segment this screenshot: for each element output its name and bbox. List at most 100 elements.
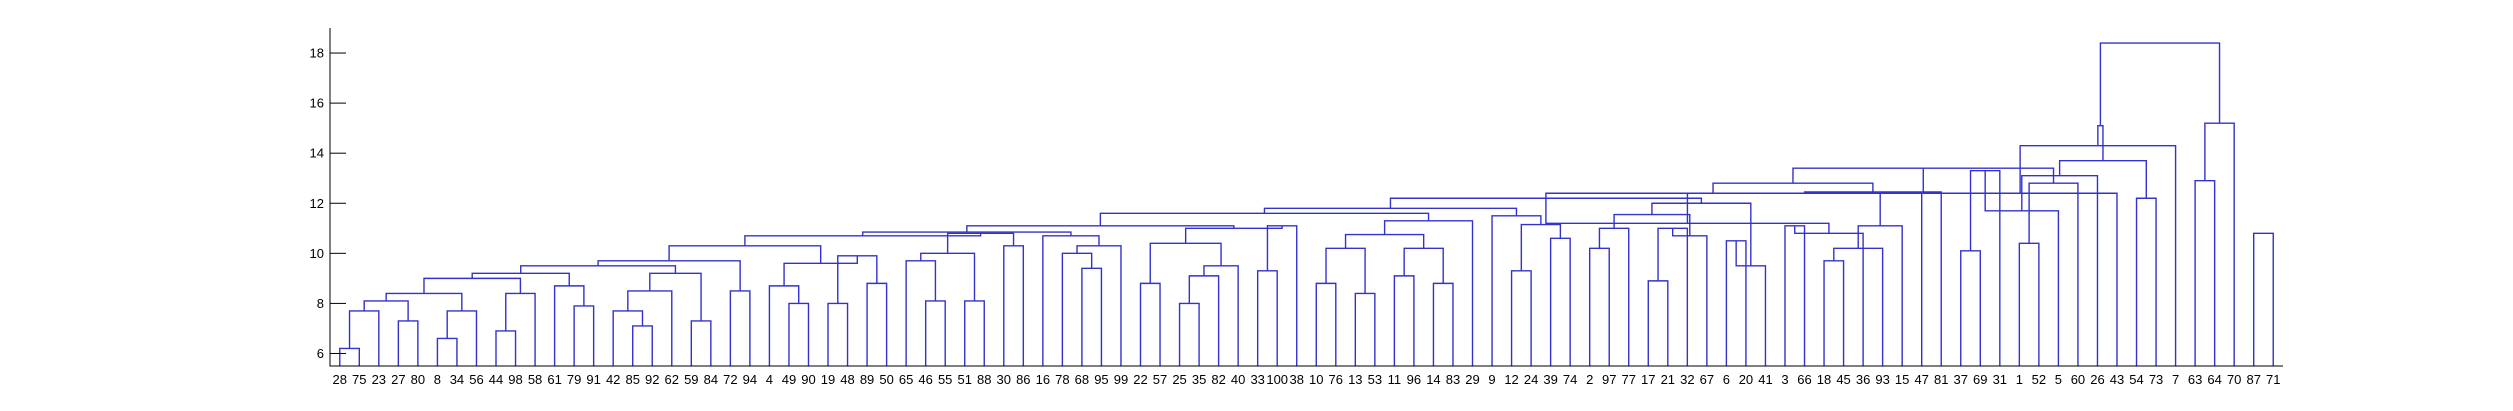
- leaf-label: 16: [1036, 372, 1050, 387]
- dendrogram-link: [1857, 225, 1903, 366]
- leaf-label: 78: [1055, 372, 1069, 387]
- leaf-label: 21: [1661, 372, 1675, 387]
- leaf-label: 48: [840, 372, 854, 387]
- leaf-label: 95: [1094, 372, 1108, 387]
- dendrogram-link: [2204, 122, 2235, 366]
- dendrogram-link: [1344, 233, 1425, 249]
- leaf-label: 58: [528, 372, 542, 387]
- leaf-label: 14: [1426, 372, 1440, 387]
- y-tick-label: 14: [310, 146, 324, 161]
- dendrogram-link: [1510, 270, 1532, 366]
- dendrogram-link: [1960, 250, 1981, 366]
- leaf-label: 20: [1739, 372, 1753, 387]
- dendrogram-link: [1081, 267, 1103, 366]
- y-tick-label: 10: [310, 246, 324, 261]
- dendrogram-link: [553, 285, 585, 366]
- dendrogram-link: [348, 310, 380, 366]
- dendrogram-link: [1613, 213, 1691, 236]
- dendrogram-link: [649, 272, 702, 321]
- dendrogram-link: [1588, 247, 1610, 366]
- leaf-label: 82: [1211, 372, 1225, 387]
- dendrogram-link: [1383, 220, 1474, 366]
- leaf-label: 68: [1075, 372, 1089, 387]
- dendrogram-link: [2097, 124, 2104, 161]
- leaf-label: 100: [1266, 372, 1288, 387]
- leaf-label: 49: [782, 372, 796, 387]
- leaf-label: 75: [352, 372, 366, 387]
- leaf-label: 31: [1993, 372, 2007, 387]
- leaf-label: 83: [1446, 372, 1460, 387]
- dendrogram-link: [1922, 168, 2118, 366]
- dendrogram-link: [1823, 260, 1845, 366]
- dendrogram-link: [495, 330, 517, 366]
- dendrogram-link: [729, 290, 751, 366]
- leaf-label: 6: [1723, 372, 1730, 387]
- leaf-label: 37: [1954, 372, 1968, 387]
- leaf-label: 40: [1231, 372, 1245, 387]
- y-tick-label: 8: [317, 296, 324, 311]
- leaf-label: 65: [899, 372, 913, 387]
- dendrogram-link: [1203, 265, 1239, 366]
- leaf-label: 87: [2246, 372, 2260, 387]
- dendrogram-link: [632, 325, 653, 366]
- axis-line: [329, 28, 2283, 367]
- leaf-label: 57: [1153, 372, 1167, 387]
- leaf-label: 39: [1543, 372, 1557, 387]
- y-axis: 6 8 10 12 14 16 18: [310, 28, 2283, 367]
- leaf-label: 76: [1329, 372, 1343, 387]
- dendrogram-link: [1803, 191, 1942, 366]
- leaf-label: 71: [2266, 372, 2280, 387]
- leaf-label: 51: [957, 372, 971, 387]
- leaf-label: 44: [489, 372, 503, 387]
- y-tick-label: 18: [310, 46, 324, 61]
- dendrogram-link: [2021, 175, 2099, 366]
- dendrogram-link: [1325, 247, 1366, 294]
- leaf-label: 70: [2227, 372, 2241, 387]
- leaf-label: 29: [1465, 372, 1479, 387]
- leaf-label: 96: [1407, 372, 1421, 387]
- dendrogram-link: [690, 320, 712, 366]
- leaf-label: 33: [1250, 372, 1264, 387]
- leaf-label: 30: [997, 372, 1011, 387]
- leaf-label: 5: [2055, 372, 2062, 387]
- leaf-label: 7: [2172, 372, 2179, 387]
- leaf-label: 92: [645, 372, 659, 387]
- leaf-label: 25: [1172, 372, 1186, 387]
- leaf-label: 98: [508, 372, 522, 387]
- dendrogram-link: [1263, 207, 1518, 216]
- leaf-label: 67: [1700, 372, 1714, 387]
- leaf-label: 4: [766, 372, 773, 387]
- dendrogram-link: [788, 302, 810, 366]
- dendrogram-link: [1042, 235, 1100, 366]
- dendrogram-link: [573, 305, 595, 366]
- dendrogram-link: [1833, 247, 1884, 366]
- dendrogram-link: [1256, 270, 1278, 366]
- leaf-label: 84: [704, 372, 718, 387]
- leaf-label: 2: [1586, 372, 1593, 387]
- dendrogram-link: [1178, 302, 1200, 366]
- dendrogram-link: [827, 302, 849, 366]
- leaf-label: 69: [1973, 372, 1987, 387]
- leaf-label: 24: [1524, 372, 1538, 387]
- leaf-label: 59: [684, 372, 698, 387]
- dendrogram-link: [1432, 282, 1454, 366]
- dendrogram-links: [339, 42, 2274, 366]
- leaf-label: 17: [1641, 372, 1655, 387]
- leaf-label: 23: [372, 372, 386, 387]
- leaf-label: 99: [1114, 372, 1128, 387]
- leaf-label: 19: [821, 372, 835, 387]
- leaf-label: 80: [411, 372, 425, 387]
- leaf-label: 86: [1016, 372, 1030, 387]
- dendrogram-link: [768, 285, 800, 366]
- dendrogram-link: [339, 347, 360, 366]
- leaf-label: 38: [1290, 372, 1304, 387]
- dendrogram-link: [397, 320, 419, 366]
- leaf-label: 53: [1368, 372, 1382, 387]
- dendrogram-link: [612, 310, 644, 366]
- dendrogram-link: [520, 265, 677, 274]
- leaf-label: 79: [567, 372, 581, 387]
- dendrogram-link: [866, 282, 888, 366]
- leaf-label: 3: [1781, 372, 1788, 387]
